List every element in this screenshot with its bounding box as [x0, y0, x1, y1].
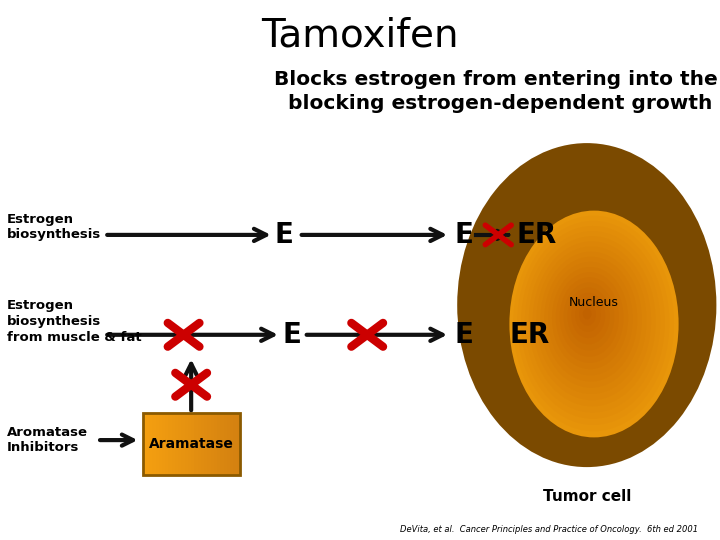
Text: DeVita, et al.  Cancer Principles and Practice of Oncology.  6th ed 2001: DeVita, et al. Cancer Principles and Pra… — [400, 524, 698, 534]
Ellipse shape — [552, 267, 628, 369]
Ellipse shape — [517, 221, 670, 425]
Text: E: E — [455, 321, 474, 349]
Bar — [207, 413, 212, 475]
Bar — [175, 413, 179, 475]
Bar — [156, 413, 160, 475]
Ellipse shape — [525, 231, 660, 413]
Text: Estrogen
biosynthesis: Estrogen biosynthesis — [7, 213, 102, 241]
Ellipse shape — [536, 246, 647, 394]
Text: E: E — [275, 221, 294, 249]
Ellipse shape — [567, 287, 610, 345]
Bar — [158, 413, 163, 475]
Bar — [179, 413, 182, 475]
Ellipse shape — [564, 282, 614, 350]
Text: Tumor cell: Tumor cell — [543, 489, 631, 504]
Text: Blocks estrogen from entering into the cell,
  blocking estrogen-dependent growt: Blocks estrogen from entering into the c… — [274, 70, 720, 113]
Ellipse shape — [457, 143, 716, 467]
Text: Aromatase
Inhibitors: Aromatase Inhibitors — [7, 426, 89, 454]
Bar — [210, 413, 215, 475]
Ellipse shape — [556, 272, 624, 363]
Bar — [230, 413, 234, 475]
Ellipse shape — [544, 256, 637, 381]
Bar — [143, 413, 240, 475]
Bar — [181, 413, 186, 475]
Ellipse shape — [521, 226, 665, 419]
Ellipse shape — [533, 241, 651, 400]
Ellipse shape — [528, 237, 656, 406]
Ellipse shape — [579, 303, 596, 326]
Text: Estrogen
biosynthesis
from muscle & fat: Estrogen biosynthesis from muscle & fat — [7, 299, 142, 344]
Ellipse shape — [540, 252, 642, 388]
Ellipse shape — [572, 293, 605, 338]
Bar — [166, 413, 169, 475]
Bar — [143, 413, 147, 475]
Bar — [236, 413, 240, 475]
Bar — [162, 413, 166, 475]
Bar — [227, 413, 231, 475]
Text: Tamoxifen: Tamoxifen — [261, 16, 459, 54]
Ellipse shape — [575, 298, 600, 332]
Bar — [168, 413, 173, 475]
Bar — [149, 413, 153, 475]
Text: E: E — [455, 221, 474, 249]
Bar — [184, 413, 189, 475]
Bar — [194, 413, 199, 475]
Bar — [233, 413, 238, 475]
Ellipse shape — [513, 215, 674, 431]
Bar — [223, 413, 228, 475]
Bar — [145, 413, 150, 475]
Bar — [214, 413, 218, 475]
Bar — [204, 413, 208, 475]
Bar — [192, 413, 195, 475]
Ellipse shape — [548, 262, 633, 375]
Bar — [220, 413, 225, 475]
Text: ER: ER — [516, 221, 557, 249]
Ellipse shape — [583, 308, 591, 319]
Bar — [197, 413, 202, 475]
Text: E: E — [282, 321, 301, 349]
Ellipse shape — [510, 211, 679, 437]
Text: Aramatase: Aramatase — [149, 437, 233, 451]
Bar — [172, 413, 176, 475]
Bar — [188, 413, 192, 475]
Text: Nucleus: Nucleus — [569, 296, 619, 309]
Text: ER: ER — [509, 321, 549, 349]
Bar — [201, 413, 205, 475]
Bar — [153, 413, 156, 475]
Bar — [217, 413, 221, 475]
Ellipse shape — [559, 277, 619, 356]
